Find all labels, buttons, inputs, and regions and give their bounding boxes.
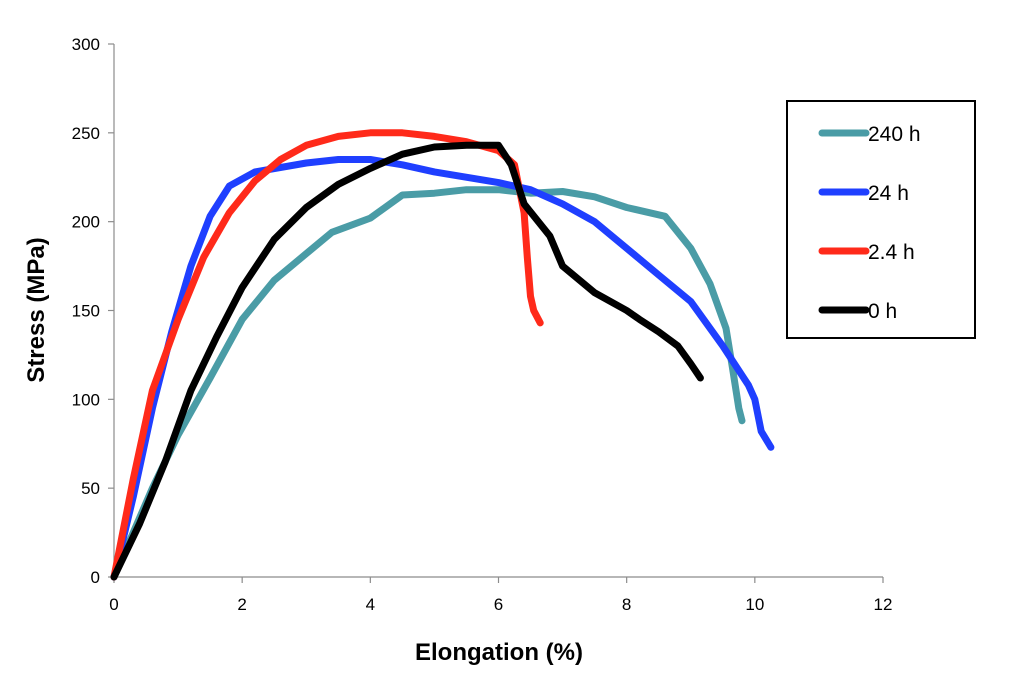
series-lines [110,129,775,581]
x-tick-label: 8 [622,595,631,614]
x-tick-label: 0 [109,595,118,614]
x-tick-label: 10 [745,595,764,614]
y-axis-title: Stress (MPa) [23,237,50,382]
x-tick-label: 2 [237,595,246,614]
legend-label: 240 h [868,123,921,146]
plot-area: 0 50 100 150 200 250 300 0 2 4 6 8 10 12 [72,35,893,614]
legend-label: 24 h [868,182,909,205]
y-tick-label: 250 [72,124,100,143]
y-tick-label: 50 [81,479,100,498]
legend-item-24-h: 24 h [818,182,909,205]
legend-label: 0 h [868,300,897,323]
legend-item-2-4-h: 2.4 h [818,241,915,264]
y-tick-label: 150 [72,302,100,321]
y-axis-ticks: 0 50 100 150 200 250 300 [72,35,114,587]
series-line-24-h [110,156,775,581]
legend-item-0-h: 0 h [818,300,897,323]
x-tick-label: 6 [494,595,503,614]
x-axis-ticks: 0 2 4 6 8 10 12 [109,577,892,614]
series-line-0-h [110,141,704,581]
series-line-2-4-h [110,129,544,581]
x-tick-label: 4 [366,595,375,614]
legend-label: 2.4 h [868,241,915,264]
x-tick-label: 12 [874,595,893,614]
series-line-240-h [110,186,746,581]
x-axis-title: Elongation (%) [415,639,583,666]
y-tick-label: 200 [72,213,100,232]
legend-box [786,100,976,339]
y-tick-label: 300 [72,35,100,54]
legend: 240 h 24 h 2.4 h 0 h [786,100,976,339]
legend-item-240-h: 240 h [818,123,921,146]
y-tick-label: 100 [72,390,100,409]
y-tick-label: 0 [91,568,100,587]
legend-items: 240 h 24 h 2.4 h 0 h [818,123,921,323]
